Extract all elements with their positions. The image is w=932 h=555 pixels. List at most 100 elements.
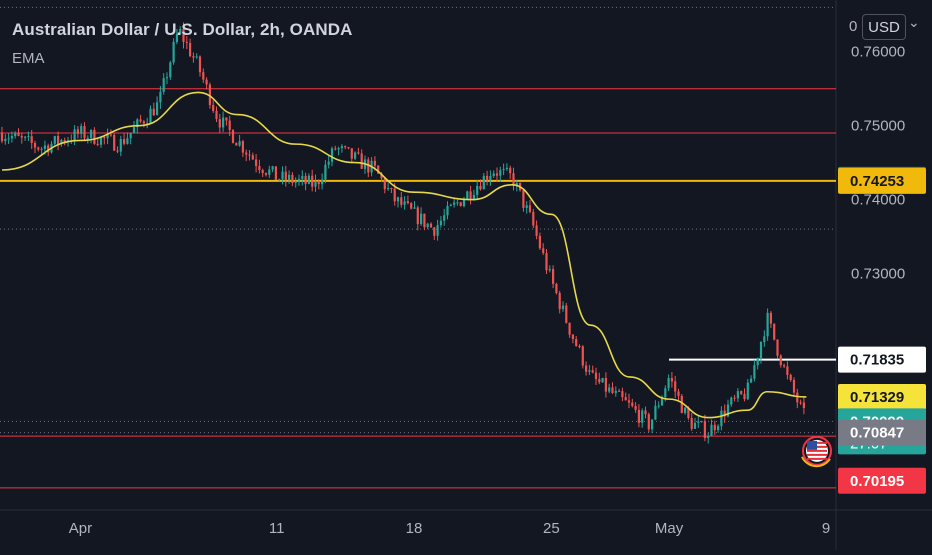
us-flag-stripe	[807, 457, 827, 460]
candle-body	[255, 159, 258, 166]
candle-body	[96, 143, 99, 145]
candle-body	[205, 79, 208, 85]
y-tick-label: 0.76000	[851, 44, 905, 61]
candle-body	[429, 223, 433, 228]
candle-body	[195, 56, 198, 58]
candle-body	[334, 148, 337, 150]
candle-body	[288, 174, 291, 181]
candle-body	[284, 171, 287, 181]
candle-body	[116, 150, 119, 152]
candle-body	[53, 136, 56, 144]
candle-body	[212, 105, 215, 111]
candle-body	[274, 166, 277, 180]
candle-body	[654, 405, 657, 420]
candle-body	[387, 187, 390, 190]
candle-body	[783, 365, 786, 367]
ema-indicator-label[interactable]: EMA	[12, 50, 45, 67]
candle-body	[720, 410, 723, 427]
candle-body	[261, 170, 264, 174]
candle-body	[608, 387, 611, 392]
candle-body	[792, 379, 796, 393]
currency-selector[interactable]: USD	[862, 14, 906, 40]
candle-body	[109, 134, 112, 136]
candle-body	[327, 161, 330, 165]
candle-body	[492, 173, 495, 177]
candle-body	[733, 397, 736, 399]
candle-body	[10, 136, 13, 139]
x-tick-label: 25	[543, 520, 560, 537]
candle-body	[750, 378, 753, 383]
candle-body	[182, 28, 185, 42]
candle-body	[611, 387, 614, 393]
candle-body	[674, 381, 677, 392]
candle-body	[311, 175, 314, 187]
candle-body	[93, 129, 96, 144]
candle-body	[581, 346, 584, 366]
candle-body	[337, 148, 340, 150]
price-label[interactable]	[838, 346, 926, 373]
candle-body	[297, 178, 301, 182]
y-tick-label: 0.75000	[851, 118, 905, 135]
candle-body	[697, 421, 700, 423]
candle-body	[459, 202, 462, 207]
candle-body	[357, 152, 360, 154]
candle-body	[258, 165, 261, 171]
candle-body	[218, 119, 221, 128]
candle-body	[113, 135, 116, 151]
candle-body	[403, 201, 406, 205]
chevron-down-icon[interactable]: ⌄	[908, 14, 920, 30]
candle-body	[149, 108, 152, 123]
candle-body	[773, 323, 776, 340]
candle-body	[245, 152, 248, 155]
candle-body	[347, 147, 350, 149]
candle-body	[604, 377, 607, 392]
candle-body	[400, 197, 403, 205]
price-label[interactable]	[838, 167, 926, 194]
price-label[interactable]	[838, 383, 926, 410]
candle-body	[726, 404, 730, 417]
candle-body	[651, 419, 654, 430]
ema-line	[1, 91, 807, 419]
candle-body	[235, 142, 238, 146]
candle-body	[664, 388, 667, 398]
candle-body	[489, 176, 492, 181]
price-label[interactable]	[838, 467, 926, 494]
candle-body	[446, 205, 449, 216]
candle-body	[687, 407, 690, 418]
candle-body	[472, 194, 475, 199]
candle-body	[627, 400, 631, 403]
price-label[interactable]	[838, 419, 926, 446]
candle-body	[532, 211, 535, 226]
candle-body	[350, 148, 353, 159]
candle-body	[321, 179, 324, 185]
candle-body	[175, 33, 178, 43]
price-label-text: 0.70847	[850, 425, 904, 442]
candle-body	[393, 188, 396, 202]
us-flag-canton	[807, 440, 817, 450]
candle-body	[162, 78, 165, 92]
candle-body	[631, 402, 634, 406]
candle-body	[142, 121, 145, 124]
candle-body	[202, 72, 205, 80]
x-tick-label: 9	[822, 520, 830, 537]
x-tick-label: 11	[269, 520, 285, 537]
candle-body	[324, 164, 327, 180]
candle-body	[512, 173, 515, 187]
candle-body	[24, 136, 27, 138]
candle-body	[83, 126, 86, 139]
candle-body	[585, 365, 588, 372]
candle-body	[588, 370, 591, 372]
candle-body	[538, 235, 541, 249]
candle-body	[17, 132, 20, 136]
candle-body	[248, 154, 251, 156]
candle-body	[756, 358, 759, 366]
candle-body	[439, 220, 442, 226]
candle-body	[377, 165, 380, 174]
candle-body	[779, 355, 782, 366]
candle-body	[548, 269, 551, 271]
candle-body	[746, 382, 749, 400]
candle-body	[505, 167, 508, 169]
us-flag-stripe	[807, 449, 827, 452]
